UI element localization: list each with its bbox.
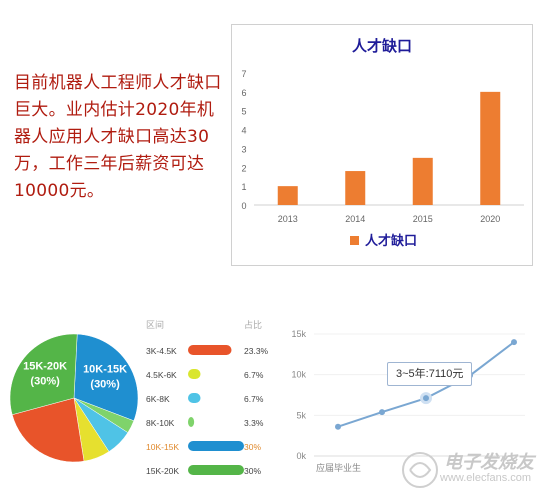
y-tick-label: 10k: [291, 370, 306, 380]
bar: [345, 171, 366, 205]
line-point: [420, 392, 432, 405]
table-row: 15K-20K 30%: [146, 465, 261, 476]
y-tick-label: 0k: [296, 451, 306, 461]
intro-text: 目前机器人工程师人才缺口巨大。业内估计2020年机器人应用人才缺口高达30万，工…: [14, 73, 222, 201]
table-row: 3K-4.5K 23.3%: [146, 345, 269, 356]
table-header-share: 占比: [244, 319, 262, 331]
x-tick-label: 应届毕业生: [316, 462, 361, 474]
y-tick-label: 0: [241, 201, 246, 211]
row-share: 30%: [244, 466, 261, 476]
salary-table: 区间 占比 3K-4.5K 23.3% 4.5K-6K 6.7% 6K-8K 6.7% 8K-…: [146, 319, 269, 476]
table-header-range: 区间: [146, 319, 164, 331]
row-share: 6.7%: [244, 394, 264, 404]
bar: [412, 157, 433, 205]
pie-slice: [9, 333, 78, 416]
row-share: 3.3%: [244, 418, 264, 428]
row-range: 6K-8K: [146, 394, 170, 404]
row-bar: [188, 465, 244, 475]
table-row: 6K-8K 6.7%: [146, 393, 264, 404]
x-tick-label: 2015: [413, 214, 433, 224]
row-share: 23.3%: [244, 346, 269, 356]
line-point: [379, 409, 385, 416]
row-bar: [188, 345, 232, 355]
line-point: [511, 339, 517, 346]
row-bar: [188, 441, 244, 451]
y-tick-label: 1: [241, 182, 246, 192]
bar-chart-title: 人才缺口: [352, 37, 412, 55]
row-bar: [188, 369, 201, 379]
line-chart: 0k 5k 10k 15k 应届毕业生: [291, 329, 525, 474]
y-tick-label: 2: [241, 163, 246, 173]
pie-label: (30%): [90, 379, 120, 391]
row-bar: [188, 393, 201, 403]
x-tick-label: 2020: [480, 214, 500, 224]
pie-slice: [73, 333, 139, 422]
y-tick-label: 6: [241, 88, 246, 98]
y-tick-label: 3: [241, 144, 246, 154]
tooltip: 3~5年:7110元: [387, 362, 473, 386]
row-range: 3K-4.5K: [146, 346, 177, 356]
row-share: 30%: [244, 442, 261, 452]
y-tick-label: 5: [241, 107, 246, 117]
watermark: 电子发烧友 www.elecfans.com: [400, 448, 540, 492]
row-share: 6.7%: [244, 370, 264, 380]
pie-label: 15K-20K: [23, 361, 67, 373]
watermark-logo: [402, 452, 438, 488]
table-row: 10K-15K 30%: [146, 441, 261, 452]
y-tick-label: 15k: [291, 329, 306, 339]
x-tick-label: 2013: [278, 214, 298, 224]
y-tick-label: 7: [241, 69, 246, 79]
row-range: 15K-20K: [146, 466, 179, 476]
table-row: 4.5K-6K 6.7%: [146, 369, 264, 380]
pie-label: (30%): [30, 376, 60, 388]
row-range: 8K-10K: [146, 418, 175, 428]
bar: [480, 91, 501, 205]
line-point: [335, 423, 341, 430]
row-bar: [188, 417, 195, 427]
pie-slice: [11, 397, 85, 463]
y-tick-label: 4: [241, 126, 246, 136]
x-tick-label: 2014: [345, 214, 365, 224]
row-range: 4.5K-6K: [146, 370, 177, 380]
y-tick-label: 5k: [296, 410, 306, 420]
legend-swatch: [350, 236, 359, 245]
table-row: 8K-10K 3.3%: [146, 417, 264, 428]
row-range: 10K-15K: [146, 442, 179, 452]
pie-label: 10K-15K: [83, 364, 127, 376]
legend-label: 人才缺口: [365, 233, 417, 249]
watermark-text: 电子发烧友: [444, 452, 534, 473]
pie-chart: 10K-15K (30%) 15K-20K (30%): [9, 333, 139, 463]
watermark-url: www.elecfans.com: [440, 472, 532, 484]
bar-chart: 人才缺口 0 1 2 3 4 5 6 7 2013 2014 2015 2020 人才缺口: [241, 37, 524, 249]
bar-chart-panel: 人才缺口 0 1 2 3 4 5 6 7 2013 2014 2015 2020 人才缺口: [231, 24, 533, 266]
bar: [277, 186, 298, 205]
